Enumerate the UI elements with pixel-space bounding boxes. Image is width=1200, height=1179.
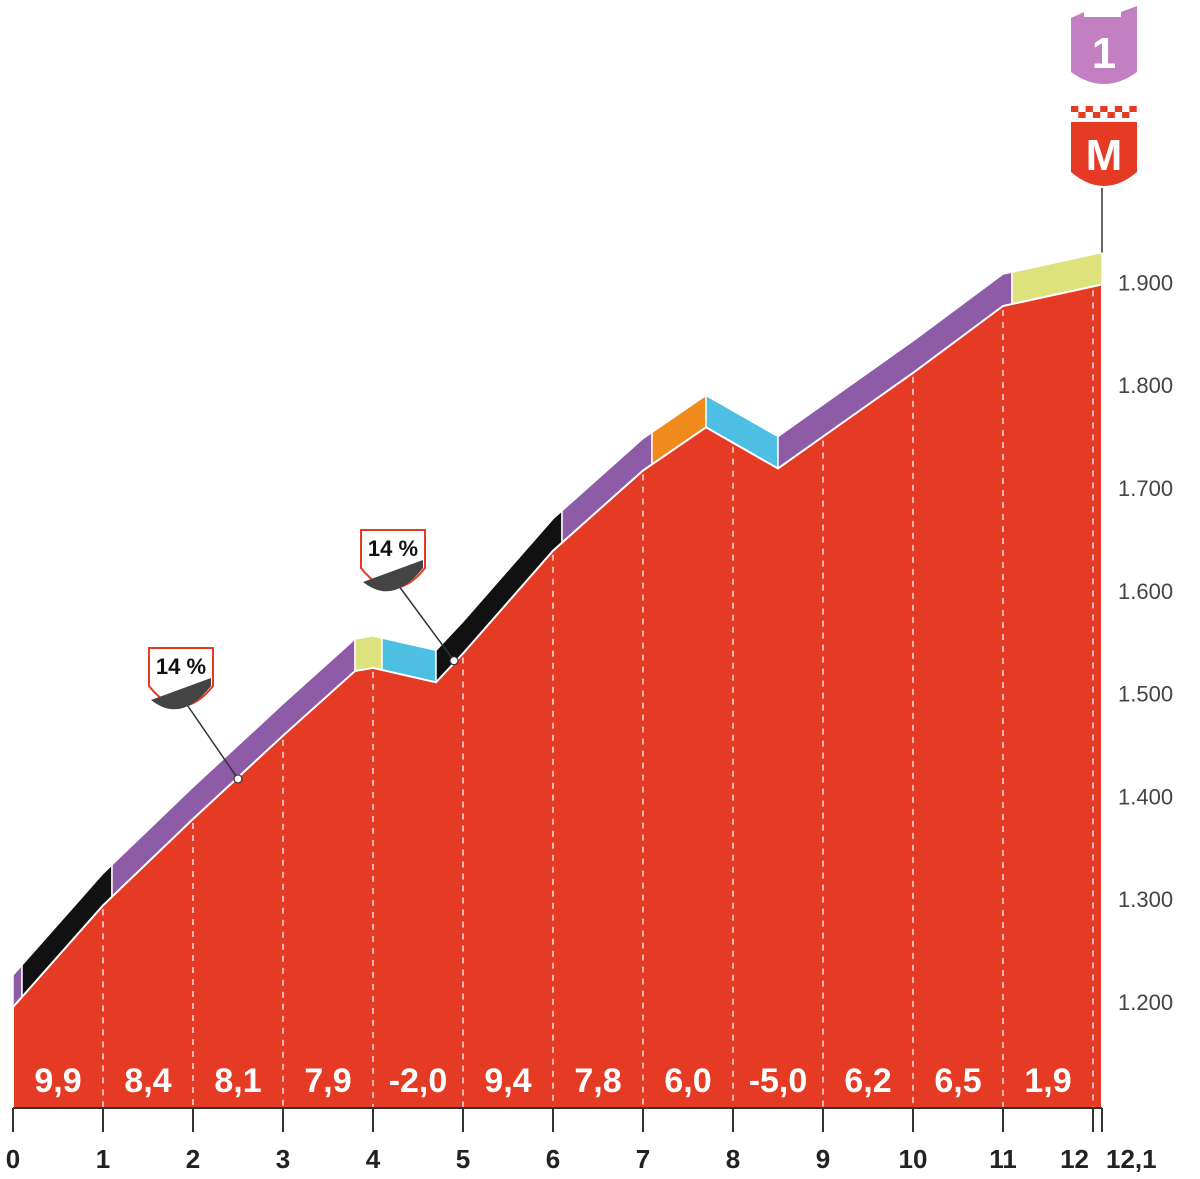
gradient-band [354,635,383,672]
category-badge-text: 1 [1092,29,1116,78]
gradient-annotations: 14 % 14 % [148,529,459,784]
badge-text: 14 % [368,536,418,561]
y-tick-label: 1.400 [1118,784,1173,809]
x-tick-label: 3 [276,1144,290,1174]
badge-point [449,656,459,666]
segment-gradient-label: 1,9 [1024,1062,1071,1100]
segment-gradient-label: 9,4 [484,1062,531,1100]
x-tick-label: 12 [1060,1144,1089,1174]
x-tick-label: 11 [989,1144,1017,1174]
finish-badge: M [1071,106,1137,186]
segment-gradient-label: 8,4 [124,1062,171,1100]
y-tick-label: 1.300 [1118,887,1173,912]
x-tick-label: 5 [456,1144,470,1174]
y-tick-label: 1.800 [1118,373,1173,398]
y-tick-label: 1.200 [1118,990,1173,1015]
badge-pointer [392,577,455,662]
segment-gradient-label: -5,0 [749,1062,808,1100]
segment-gradient-label: 7,8 [574,1062,621,1100]
finish-badge-shape [1071,122,1137,186]
km-dividers [102,290,1094,1108]
x-tick-label: 7 [636,1144,650,1174]
segment-gradient-label: 9,9 [34,1062,81,1100]
y-axis-ticks: 1.200 1.300 1.400 1.500 1.600 1.700 1.800 1.900 [1118,270,1173,1015]
badge-slope [363,560,423,592]
x-tick-label: 9 [816,1144,830,1174]
x-tick-label: 12,1 [1106,1144,1157,1174]
badge-text: 14 % [156,654,206,679]
segment-gradient-label: 7,9 [304,1062,351,1100]
badge-pointer [180,695,239,780]
checker-square [1107,112,1115,118]
x-tick-label: 0 [6,1144,20,1174]
category-badge: 1 [1071,6,1137,84]
checker-square [1092,112,1101,118]
checker-square [1071,106,1079,112]
y-tick-label: 1.600 [1118,579,1173,604]
y-tick-label: 1.900 [1118,270,1173,295]
x-tick-label: 8 [726,1144,740,1174]
segment-gradient-label: 6,0 [664,1062,711,1100]
segment-gradient-label: 8,1 [214,1062,261,1100]
checker-square [1122,112,1130,118]
summit-markers: 1M [1071,6,1137,253]
segment-gradient-label: 6,5 [934,1062,981,1100]
segment-gradient-label: -2,0 [389,1062,448,1100]
finish-badge-text: M [1086,131,1123,180]
category-badge-shape [1071,6,1137,84]
segment-gradient-labels: 9,9 8,4 8,1 7,9 -2,0 9,4 7,8 6,0 -5,0 6,2 6,5 1,9 [34,1062,1071,1100]
profile-area [12,283,1103,1109]
checker-square [1114,106,1123,112]
checker-square [1129,106,1137,112]
max-gradient-badge: 14 % [360,529,459,666]
segment-gradient-label: 6,2 [844,1062,891,1100]
x-axis-ticks: 0 1 2 3 4 5 6 7 8 9 10 11 12 12,1 [6,1108,1157,1174]
max-gradient-badge: 14 % [148,647,243,784]
checker-square [1100,106,1108,112]
checker-square [1085,106,1093,112]
checker-square [1078,112,1086,118]
badge-slope [151,678,211,710]
x-tick-label: 2 [186,1144,200,1174]
x-tick-label: 4 [366,1144,381,1174]
x-tick-label: 1 [96,1144,110,1174]
x-tick-label: 6 [546,1144,560,1174]
y-tick-label: 1.500 [1118,682,1173,707]
x-tick-label: 10 [899,1144,928,1174]
gradient-bands [12,251,1103,1010]
y-tick-label: 1.700 [1118,476,1173,501]
badge-point [233,774,243,784]
